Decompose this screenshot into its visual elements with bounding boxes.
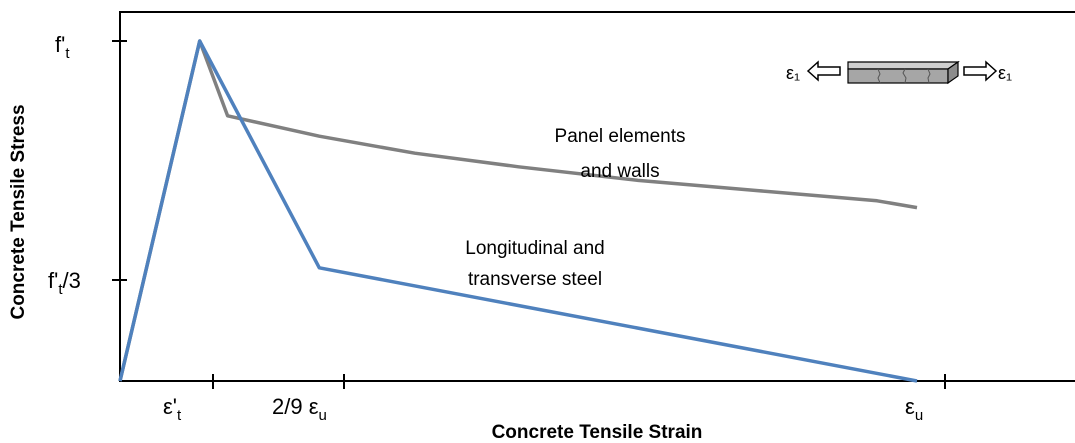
series-steel-line bbox=[118, 39, 918, 383]
crack-lines bbox=[877, 68, 931, 84]
left-arrow-icon bbox=[806, 60, 841, 82]
y-axis-title: Concrete Tensile Stress bbox=[8, 104, 29, 319]
annotation-panel-line1: Panel elements bbox=[555, 126, 686, 147]
specimen-block-face bbox=[847, 68, 949, 84]
annotation-steel-line2: transverse steel bbox=[468, 269, 602, 290]
x-axis-title: Concrete Tensile Strain bbox=[492, 422, 703, 443]
y-tick-suffix: /3 bbox=[62, 268, 80, 293]
x-tick-label-eps-u: εu bbox=[905, 394, 923, 424]
y-tick-label-ft: f't bbox=[55, 32, 70, 62]
inset-specimen-diagram: ε₁ ε₁ bbox=[786, 60, 1012, 85]
y-tick-main: f' bbox=[55, 32, 65, 57]
specimen-block-top bbox=[847, 61, 960, 70]
x-tick-label-29eps-u: 2/9 εu bbox=[272, 394, 327, 424]
specimen-block-side bbox=[947, 60, 959, 85]
x-tick-main: ε bbox=[905, 394, 915, 419]
x-tick-sub: u bbox=[319, 407, 327, 424]
x-tick-main: ε' bbox=[163, 394, 177, 419]
annotation-panel-line2: and walls bbox=[580, 161, 659, 182]
right-arrow-icon bbox=[963, 60, 998, 82]
series-panel-line bbox=[118, 39, 918, 382]
y-tick-sub: t bbox=[65, 45, 70, 62]
y-tick-sub: t bbox=[58, 281, 63, 298]
x-tick-sub: t bbox=[177, 407, 182, 424]
x-tick-main: 2/9 ε bbox=[272, 394, 319, 419]
x-tick-label-eps-t: ε't bbox=[163, 394, 182, 424]
x-tick-sub: u bbox=[915, 407, 923, 424]
y-tick-label-ft3: f't/3 bbox=[48, 268, 81, 298]
annotation-steel-line1: Longitudinal and bbox=[465, 238, 604, 259]
inset-label-right: ε₁ bbox=[998, 63, 1012, 83]
inset-label-left: ε₁ bbox=[786, 63, 800, 83]
y-tick-main: f' bbox=[48, 268, 58, 293]
